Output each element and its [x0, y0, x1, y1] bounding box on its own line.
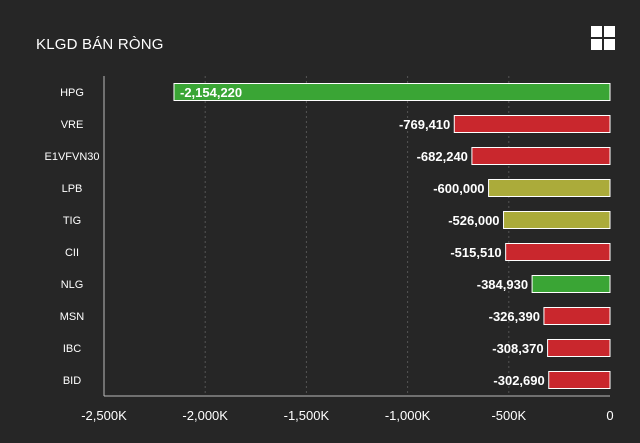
category-label: VRE [61, 119, 84, 131]
x-tick-label: 0 [606, 408, 613, 423]
category-label: NLG [61, 279, 84, 291]
bar [548, 371, 611, 389]
category-label: CII [65, 247, 79, 259]
x-tick-label: -1,500K [284, 408, 330, 423]
bar [453, 115, 611, 133]
value-label: -526,000 [448, 213, 499, 228]
category-label: E1VFVN30 [44, 151, 99, 163]
grid-menu-square [604, 26, 615, 37]
value-label: -384,930 [477, 277, 528, 292]
chart-title: KLGD BÁN RÒNG [36, 36, 164, 53]
x-tick-label: -2,000K [182, 408, 228, 423]
grid-menu-icon[interactable] [591, 26, 615, 50]
category-label: BID [63, 375, 81, 387]
value-label: -682,240 [417, 149, 468, 164]
bar [488, 179, 611, 197]
x-tick-label: -2,500K [81, 408, 127, 423]
grid-menu-square [604, 39, 615, 50]
bar [173, 83, 611, 101]
x-tick-label: -500K [491, 408, 526, 423]
grid-menu-square [591, 26, 602, 37]
bar [503, 211, 611, 229]
bar [547, 339, 611, 357]
value-label: -2,154,220 [180, 85, 242, 100]
bar [543, 307, 611, 325]
value-label: -302,690 [493, 373, 544, 388]
bar [471, 147, 611, 165]
category-label: HPG [60, 87, 84, 99]
grid-menu-square [591, 39, 602, 50]
value-label: -515,510 [450, 245, 501, 260]
value-label: -308,370 [492, 341, 543, 356]
value-label: -326,390 [489, 309, 540, 324]
value-label: -769,410 [399, 117, 450, 132]
x-tick-label: -1,000K [385, 408, 431, 423]
bar [505, 243, 611, 261]
category-label: TIG [63, 215, 81, 227]
category-label: LPB [62, 183, 83, 195]
bar [531, 275, 611, 293]
value-label: -600,000 [433, 181, 484, 196]
category-label: IBC [63, 343, 81, 355]
category-label: MSN [60, 311, 85, 323]
